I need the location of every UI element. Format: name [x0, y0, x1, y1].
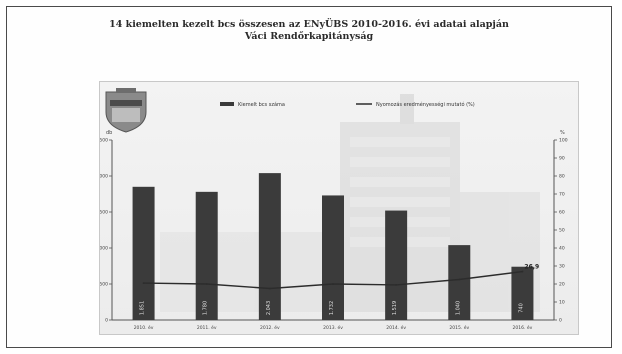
x-tick-label: 2014. év	[386, 324, 406, 331]
y-right-tick-label: 100	[559, 138, 568, 144]
bar	[448, 245, 471, 320]
bar-value-label: 1.732	[329, 301, 335, 315]
line-point	[205, 283, 208, 285]
bar-value-label: 1.519	[392, 301, 398, 315]
y-right-tick-label: 60	[559, 210, 565, 216]
bar	[385, 210, 408, 320]
bar	[322, 195, 344, 320]
line-point	[332, 283, 334, 285]
y-right-tick-label: 30	[559, 264, 565, 270]
y-right-tick-label: 20	[559, 282, 565, 288]
bar	[195, 191, 218, 320]
y-right-tick-label: 70	[559, 192, 565, 198]
x-tick-label: 2012. év	[260, 324, 280, 331]
legend: Kiemelt bcs száma Nyomozás eredményesség…	[220, 101, 475, 108]
y-right-tick-label: 50	[559, 228, 565, 234]
legend-line-label: Nyomozás eredményességi mutató (%)	[376, 101, 475, 108]
bar-value-label: 1.780	[203, 301, 209, 315]
line-point	[395, 284, 398, 286]
x-tick-label: 2016. év	[513, 324, 533, 331]
y-right-tick-label: 10	[559, 300, 565, 306]
line-point	[521, 270, 524, 273]
line-end-value-label: 26,9	[524, 264, 539, 271]
y-right-unit-label: %	[560, 130, 565, 136]
x-tick-label: 2011. év	[197, 324, 217, 331]
document-page: 14 kiemelten kezelt bcs összesen az ENyÜ…	[6, 6, 612, 348]
y-left-tick-label: 2000	[100, 174, 108, 180]
y-right-tick-label: 40	[559, 246, 565, 252]
bar-value-label: 1.040	[455, 301, 461, 315]
x-tick-label: 2015. év	[449, 324, 469, 331]
chart-title: 14 kiemelten kezelt bcs összesen az ENyÜ…	[7, 19, 611, 43]
legend-bar-label: Kiemelt bcs száma	[238, 101, 285, 108]
line-point	[142, 282, 145, 284]
bar	[258, 173, 281, 320]
y-left-tick-label: 1500	[100, 210, 108, 216]
y-left-tick-label: 1000	[100, 246, 108, 252]
y-right-tick-label: 0	[559, 318, 562, 324]
x-tick-label: 2010. év	[134, 324, 154, 331]
y-right-tick-label: 80	[559, 174, 565, 180]
chart-area: db % Kiemelt bcs száma Nyomozás eredmény…	[99, 81, 579, 335]
y-left-unit-label: db	[106, 130, 112, 136]
chart-svg: db % Kiemelt bcs száma Nyomozás eredmény…	[100, 88, 568, 331]
y-left-tick-label: 500	[100, 282, 108, 288]
x-tick-label: 2013. év	[323, 324, 343, 331]
line-point	[458, 278, 461, 281]
bar-value-label: 740	[518, 303, 524, 313]
bar	[511, 266, 534, 320]
title-line-1: 14 kiemelten kezelt bcs összesen az ENyÜ…	[109, 19, 509, 30]
bar-value-label: 2.043	[266, 301, 272, 315]
y-left-tick-label: 2500	[100, 138, 108, 144]
y-right-tick-label: 90	[559, 156, 565, 162]
legend-bar-swatch	[220, 102, 234, 106]
bar-value-label: 1.851	[140, 301, 146, 315]
police-crest-icon	[105, 88, 147, 133]
title-line-2: Váci Rendőrkapitányság	[244, 31, 374, 42]
line-point	[268, 287, 271, 290]
y-left-tick-label: 0	[105, 318, 108, 324]
bar	[132, 186, 155, 320]
